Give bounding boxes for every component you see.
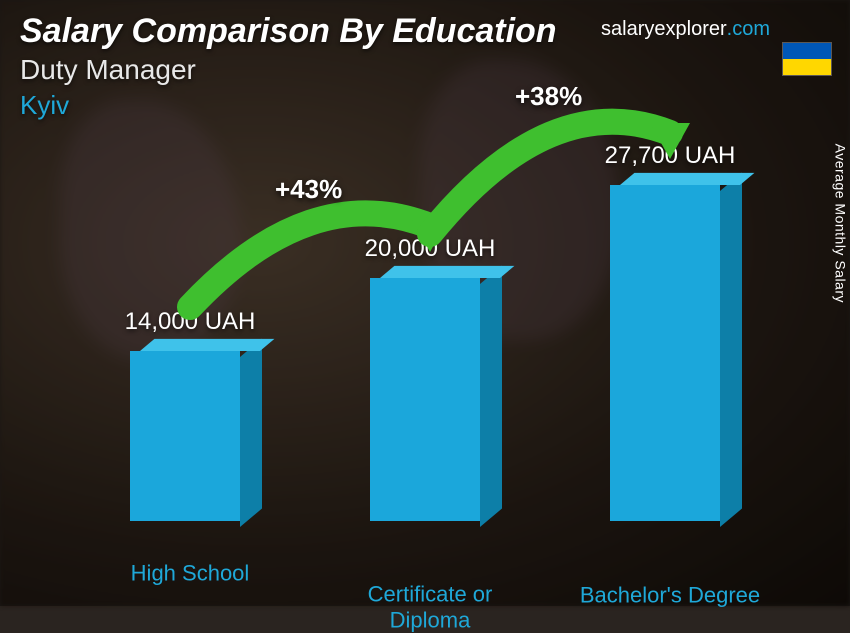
infographic-content: Salary Comparison By Education Duty Mana… bbox=[0, 0, 850, 606]
bar-category-label: Bachelor's Degree bbox=[570, 576, 770, 607]
ukraine-flag-icon bbox=[782, 42, 832, 76]
bar-category-label: Certificate or Diploma bbox=[330, 576, 530, 633]
flag-bottom-stripe bbox=[783, 59, 831, 75]
y-axis-label: Average Monthly Salary bbox=[832, 144, 848, 303]
bar-chart: 14,000 UAHHigh School20,000 UAHCertifica… bbox=[80, 120, 790, 576]
location-text: Kyiv bbox=[20, 90, 69, 120]
site-branding: salaryexplorer.com bbox=[601, 18, 770, 41]
site-name: salaryexplorer bbox=[601, 18, 727, 40]
site-domain: .com bbox=[727, 18, 770, 40]
main-title: Salary Comparison By Education bbox=[20, 12, 557, 51]
flag-top-stripe bbox=[783, 43, 831, 59]
increase-percent-label: +38% bbox=[515, 81, 582, 112]
increase-arrow-icon bbox=[80, 116, 800, 576]
job-title: Duty Manager bbox=[20, 54, 196, 86]
location-label: Kyiv bbox=[20, 90, 69, 121]
